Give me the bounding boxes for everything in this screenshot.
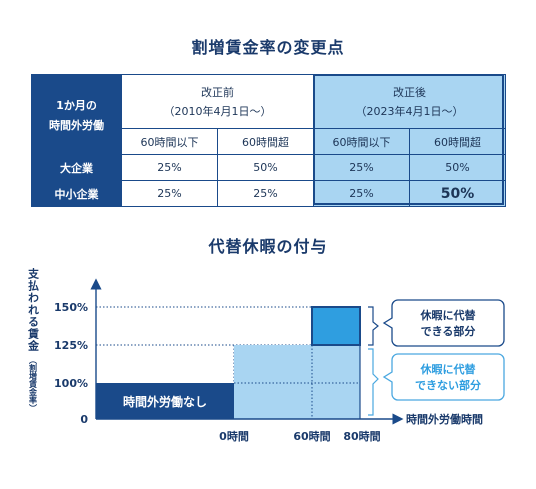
substitutable-area: [311, 306, 361, 346]
base-block: [96, 383, 234, 419]
y-axis-label: 支払われる賃金: [27, 267, 41, 352]
col-before-under60: 60時間以下: [121, 128, 218, 155]
cell-value: 50%: [409, 154, 506, 181]
after-header: 改正後 （2023年4月1日〜）: [313, 74, 506, 129]
non-substitutable-area: [234, 345, 360, 419]
cell-value: 25%: [313, 154, 410, 181]
bracket-substitutable: [368, 306, 379, 346]
after-label: 改正後: [393, 86, 426, 99]
before-date: （2010年4月1日〜）: [163, 105, 272, 118]
after-date: （2023年4月1日〜）: [355, 105, 464, 118]
x-tick-label: 80時間: [343, 429, 380, 443]
cell-value: 25%: [121, 180, 218, 207]
cell-value-highlight: 50%: [409, 180, 506, 207]
table-row: 中小企業 25% 25% 25% 50%: [31, 180, 506, 207]
callout2-line1: 休暇に代替: [420, 362, 477, 376]
section-title: 代替休暇の付与: [208, 237, 328, 256]
callout-non-substitutable: [382, 353, 505, 401]
cell-value: 25%: [313, 180, 410, 207]
corner-line1: 1か月の: [56, 98, 97, 112]
callout1-line1: 休暇に代替: [420, 308, 477, 322]
y-tick-label: 125%: [54, 339, 88, 352]
col-before-over60: 60時間超: [217, 128, 314, 155]
x-tick-label: 60時間: [293, 429, 330, 443]
corner-line2: 時間外労働: [49, 118, 104, 132]
x-axis-label: 時間外労働時間: [406, 412, 483, 426]
rate-comparison-table: 1か月の 時間外労働 改正前 （2010年4月1日〜） 改正後 （2023年4月…: [31, 74, 506, 207]
base-block-label: 時間外労働なし: [123, 394, 207, 409]
col-after-over60: 60時間超: [409, 128, 506, 155]
callout2-line2: できない部分: [415, 378, 481, 392]
y-tick-label: 150%: [54, 301, 88, 314]
callout1-line2: できる部分: [421, 324, 476, 338]
table-row: 大企業 25% 50% 25% 50%: [31, 154, 506, 181]
page-title: 割増賃金率の変更点: [191, 38, 345, 57]
row-label-large: 大企業: [31, 154, 122, 181]
before-label: 改正前: [201, 86, 234, 99]
x-tick-label: 0時間: [219, 429, 249, 443]
y-tick-label: 0: [80, 413, 88, 426]
cell-value: 25%: [217, 180, 314, 207]
callout-substitutable: [382, 299, 505, 347]
y-axis-note: （割増賃金率）: [28, 356, 38, 412]
y-tick-label: 100%: [54, 377, 88, 390]
bracket-non-substitutable: [368, 348, 379, 416]
cell-value: 50%: [217, 154, 314, 181]
before-header: 改正前 （2010年4月1日〜）: [121, 74, 314, 129]
